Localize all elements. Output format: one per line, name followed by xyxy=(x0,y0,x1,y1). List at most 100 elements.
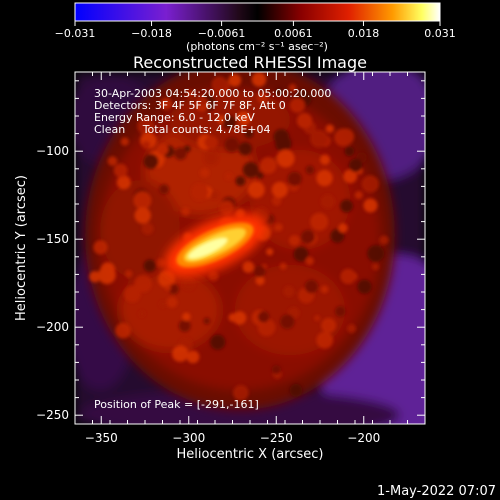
texture-blob xyxy=(254,266,266,278)
texture-blob xyxy=(301,230,315,244)
texture-blob xyxy=(316,332,333,349)
texture-blob xyxy=(233,311,246,324)
texture-blob xyxy=(125,270,133,278)
colorbar-tick-label: −0.018 xyxy=(131,27,172,40)
texture-blob xyxy=(334,128,352,146)
x-tick-label: −250 xyxy=(260,431,293,445)
colorbar xyxy=(75,3,440,21)
texture-blob xyxy=(239,142,252,155)
texture-blob xyxy=(306,165,315,174)
texture-blob xyxy=(135,207,151,223)
texture-blob xyxy=(326,125,334,133)
y-tick-label: −200 xyxy=(36,320,69,334)
texture-blob xyxy=(306,257,314,265)
colorbar-units: (photons cm⁻² s⁻¹ asec⁻²) xyxy=(186,40,328,53)
texture-blob xyxy=(210,335,225,350)
y-tick-label: −250 xyxy=(36,408,69,422)
footer-timestamp: 1-May-2022 07:07 xyxy=(377,484,496,499)
texture-blob xyxy=(344,146,354,156)
texture-blob xyxy=(290,384,303,397)
texture-blob xyxy=(280,263,287,270)
texture-blob xyxy=(347,324,356,333)
texture-blob xyxy=(165,285,171,291)
texture-blob xyxy=(340,269,355,284)
texture-blob xyxy=(275,223,283,231)
texture-blob xyxy=(205,136,218,149)
texture-blob xyxy=(182,313,190,321)
texture-blob xyxy=(274,129,290,145)
x-tick-label: −200 xyxy=(347,431,380,445)
texture-blob xyxy=(243,162,259,178)
texture-blob xyxy=(272,182,288,198)
texture-blob xyxy=(174,147,187,160)
texture-blob xyxy=(108,156,118,166)
texture-blob xyxy=(179,320,191,332)
texture-blob xyxy=(357,280,371,294)
chart-title: Reconstructed RHESSI Image xyxy=(133,53,367,72)
texture-blob xyxy=(220,201,234,215)
texture-blob xyxy=(224,138,239,153)
y-tick-label: −150 xyxy=(36,232,69,246)
x-tick-label: −300 xyxy=(172,431,205,445)
texture-blob xyxy=(349,159,363,173)
texture-blob xyxy=(266,248,273,255)
y-tick-label: −100 xyxy=(36,144,69,158)
texture-blob xyxy=(280,314,294,328)
texture-blob xyxy=(144,260,156,272)
texture-blob xyxy=(335,306,346,317)
texture-blob xyxy=(235,176,245,186)
x-axis-label: Heliocentric X (arcsec) xyxy=(177,447,324,462)
texture-blob xyxy=(277,150,295,168)
texture-blob xyxy=(139,311,146,318)
y-axis-label: Heliocentric Y (arcsec) xyxy=(14,175,29,321)
texture-blob xyxy=(89,271,100,282)
texture-blob xyxy=(355,191,363,199)
texture-blob xyxy=(181,207,190,216)
colorbar-tick-label: 0.031 xyxy=(424,27,456,40)
texture-blob xyxy=(260,157,277,174)
texture-blob xyxy=(362,175,379,192)
texture-blob xyxy=(272,365,281,374)
texture-blob xyxy=(142,141,150,149)
texture-blob xyxy=(248,181,265,198)
peak-position: Position of Peak = [-291,-161] xyxy=(94,398,259,411)
texture-blob xyxy=(191,183,208,200)
texture-blob xyxy=(321,286,329,294)
texture-blob xyxy=(144,154,159,169)
colorbar-tick-label: 0.018 xyxy=(348,27,380,40)
info-clean-counts: Clean Total counts: 4.78E+04 xyxy=(94,123,271,136)
texture-blob xyxy=(156,258,165,267)
texture-blob xyxy=(320,155,330,165)
x-tick-label: −350 xyxy=(85,431,118,445)
texture-blob xyxy=(228,74,241,87)
texture-blob xyxy=(338,223,347,232)
texture-blob xyxy=(142,223,154,235)
texture-blob xyxy=(225,173,233,181)
texture-blob xyxy=(114,164,128,178)
texture-blob xyxy=(372,263,379,270)
texture-blob xyxy=(203,318,210,325)
texture-blob xyxy=(117,175,131,189)
texture-blob xyxy=(258,311,269,322)
texture-blob xyxy=(340,200,353,213)
texture-blob xyxy=(367,245,384,262)
texture-blob xyxy=(289,235,300,246)
texture-blob xyxy=(121,137,129,145)
texture-blob xyxy=(200,168,209,177)
texture-blob xyxy=(115,323,131,339)
texture-blob xyxy=(297,113,312,128)
texture-blob xyxy=(124,286,141,303)
colorbar-tick-label: −0.0061 xyxy=(198,27,246,40)
texture-blob xyxy=(364,199,378,213)
texture-blob xyxy=(98,266,116,284)
texture-blob xyxy=(321,318,336,333)
texture-blob xyxy=(314,315,320,321)
texture-blob xyxy=(159,184,169,194)
texture-blob xyxy=(305,280,318,293)
texture-blob xyxy=(159,301,166,308)
texture-blob xyxy=(256,276,265,285)
texture-blob xyxy=(321,194,335,208)
texture-blob xyxy=(133,192,151,210)
texture-blob xyxy=(310,130,328,148)
